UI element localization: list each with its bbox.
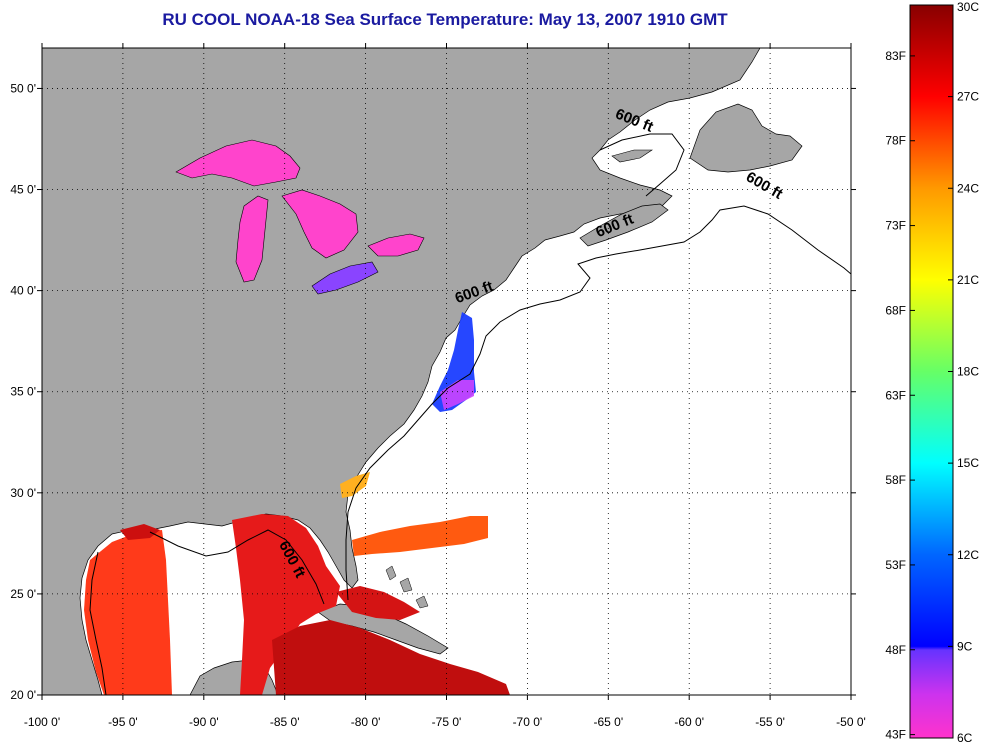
sst-caribbean	[272, 620, 510, 695]
sst-gulf-stream	[352, 516, 488, 556]
colorbar-celsius-axis: 6C 9C 12C 15C 18C 21C 24C 27C 30C	[948, 0, 979, 745]
lat-tick-label: 45 0'	[10, 183, 36, 197]
celsius-tick-label: 12C	[957, 548, 979, 562]
lat-tick-label: 30 0'	[10, 486, 36, 500]
sst-gulf-nw	[120, 524, 160, 540]
lon-tick-label: -60 0'	[674, 715, 704, 729]
lake-ontario	[367, 233, 425, 257]
lat-tick-label: 50 0'	[10, 81, 36, 95]
celsius-tick-label: 18C	[957, 365, 979, 379]
fahrenheit-tick-label: 63F	[885, 388, 906, 402]
fahrenheit-tick-label: 68F	[885, 303, 906, 317]
lake-michigan	[235, 195, 269, 283]
celsius-tick-label: 15C	[957, 456, 979, 470]
lon-tick-label: -65 0'	[593, 715, 623, 729]
sst-gulf-east	[232, 514, 340, 695]
land-anticosti	[611, 149, 653, 163]
fahrenheit-tick-label: 58F	[885, 473, 906, 487]
lon-tick-label: -100 0'	[24, 715, 60, 729]
colorbar-ramp	[909, 4, 954, 739]
lon-tick-label: -75 0'	[432, 715, 462, 729]
fahrenheit-tick-label: 53F	[885, 558, 906, 572]
lon-axis: -100 0' -95 0' -90 0' -85 0' -80 0' -75 0' -70…	[24, 43, 866, 729]
lon-tick-label: -70 0'	[513, 715, 543, 729]
lat-tick-label: 35 0'	[10, 385, 36, 399]
sst-florida-straits	[336, 586, 420, 620]
lat-tick-label: 20 0'	[10, 688, 36, 702]
land-nova-scotia	[579, 203, 669, 247]
lon-tick-label: -50 0'	[836, 715, 866, 729]
fahrenheit-tick-label: 73F	[885, 219, 906, 233]
lake-erie	[311, 261, 379, 295]
fahrenheit-tick-label: 43F	[885, 728, 906, 742]
colorbar-fahrenheit-axis: 43F 48F 53F 58F 63F 68F 73F 78F 83F	[885, 49, 915, 742]
celsius-tick-label: 9C	[957, 639, 973, 653]
celsius-tick-label: 24C	[957, 181, 979, 195]
celsius-tick-label: 21C	[957, 273, 979, 287]
land-bahamas	[385, 565, 429, 609]
lat-tick-label: 25 0'	[10, 587, 36, 601]
land-newfoundland	[689, 103, 803, 173]
sst-gulf-west	[84, 530, 172, 695]
celsius-tick-label: 6C	[957, 731, 973, 745]
lake-superior	[175, 139, 301, 187]
land-north-america	[42, 48, 761, 695]
celsius-tick-label: 27C	[957, 90, 979, 104]
isobath-600ft	[89, 133, 851, 695]
lon-tick-label: -95 0'	[108, 715, 138, 729]
lon-tick-label: -85 0'	[270, 715, 300, 729]
fahrenheit-tick-label: 83F	[885, 49, 906, 63]
map-title: RU COOL NOAA-18 Sea Surface Temperature:…	[162, 10, 728, 29]
lon-tick-label: -55 0'	[755, 715, 785, 729]
celsius-tick-label: 30C	[957, 0, 979, 14]
lat-axis: 20 0' 25 0' 30 0' 35 0' 40 0' 45 0' 50 0'	[10, 81, 856, 702]
lat-tick-label: 40 0'	[10, 284, 36, 298]
fahrenheit-tick-label: 48F	[885, 643, 906, 657]
fahrenheit-tick-label: 78F	[885, 134, 906, 148]
lake-huron	[281, 189, 359, 259]
lon-tick-label: -90 0'	[189, 715, 219, 729]
lon-tick-label: -80 0'	[351, 715, 381, 729]
